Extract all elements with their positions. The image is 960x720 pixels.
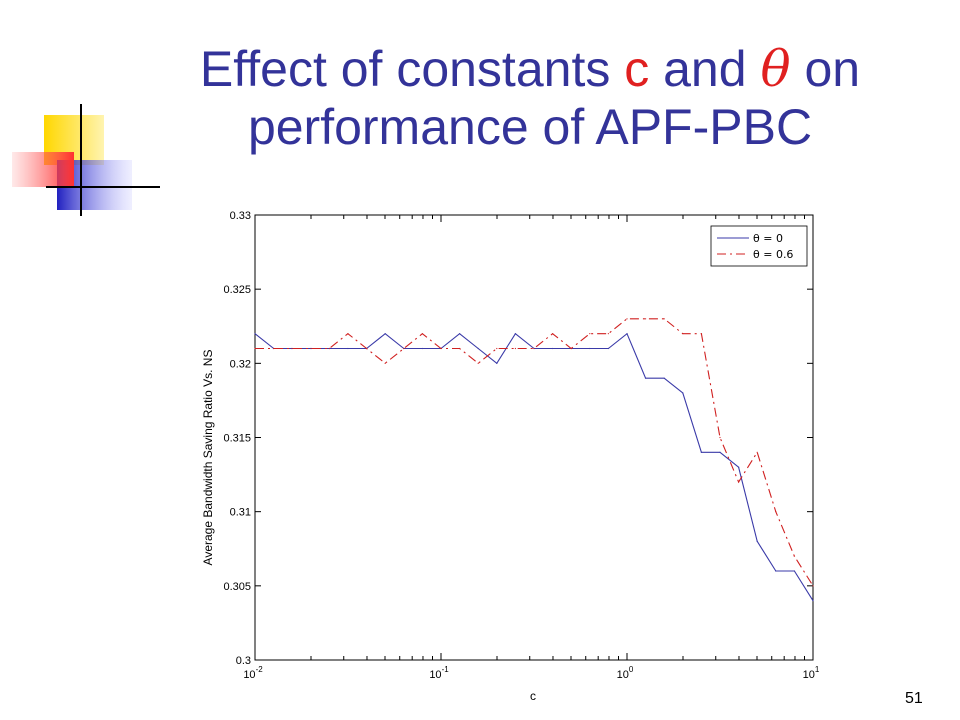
title-line2: performance of APF-PBC bbox=[247, 99, 813, 155]
data-point-s1 bbox=[347, 333, 349, 335]
data-point-s0 bbox=[719, 451, 721, 453]
data-point-s1 bbox=[459, 347, 461, 350]
data-point-s0 bbox=[738, 466, 740, 468]
legend-label-1: θ = 0.6 bbox=[753, 248, 793, 261]
data-point-s0 bbox=[756, 540, 758, 542]
data-point-s1 bbox=[607, 333, 609, 335]
data-point-s1 bbox=[719, 436, 721, 439]
slide-title: Effect of constants c and θ on performan… bbox=[120, 40, 940, 156]
y-axis-label: Average Bandwidth Saving Ratio Vs. NS bbox=[201, 350, 215, 566]
x-tick-label: 10-1 bbox=[429, 665, 449, 681]
data-point-s1 bbox=[291, 347, 293, 350]
data-point-s0 bbox=[589, 347, 591, 350]
data-point-s0 bbox=[626, 333, 628, 335]
x-axis-label: c bbox=[530, 689, 536, 703]
y-tick-label: 0.31 bbox=[230, 507, 251, 519]
data-point-s0 bbox=[514, 333, 517, 335]
y-tick-label: 0.3 bbox=[236, 655, 251, 667]
data-point-s1 bbox=[403, 347, 405, 350]
data-point-s1 bbox=[365, 347, 368, 350]
data-point-s1 bbox=[440, 347, 442, 350]
data-point-s1 bbox=[310, 347, 312, 350]
data-point-s0 bbox=[496, 362, 498, 364]
data-point-s0 bbox=[607, 347, 609, 350]
data-point-s1 bbox=[812, 585, 814, 587]
plot-frame bbox=[254, 214, 814, 661]
data-point-s1 bbox=[793, 555, 796, 557]
data-point-s1 bbox=[700, 333, 703, 335]
data-point-s1 bbox=[254, 347, 256, 350]
data-point-s1 bbox=[570, 347, 572, 350]
data-point-s0 bbox=[700, 451, 703, 453]
data-point-s1 bbox=[384, 362, 386, 364]
title-text-b: and bbox=[649, 41, 761, 97]
data-point-s1 bbox=[644, 318, 647, 320]
data-point-s1 bbox=[273, 347, 275, 350]
page-number: 51 bbox=[905, 690, 923, 707]
data-point-s1 bbox=[514, 347, 517, 350]
data-point-s1 bbox=[533, 347, 535, 350]
legend-label-0: θ = 0 bbox=[753, 232, 783, 245]
data-point-s1 bbox=[663, 318, 665, 320]
data-point-s0 bbox=[477, 347, 479, 350]
data-point-s1 bbox=[775, 511, 777, 513]
data-point-s0 bbox=[793, 570, 796, 572]
data-point-s1 bbox=[756, 451, 758, 453]
y-tick-label: 0.33 bbox=[230, 210, 251, 222]
data-point-s1 bbox=[738, 481, 740, 483]
data-point-s1 bbox=[589, 333, 591, 335]
data-point-s0 bbox=[551, 347, 554, 350]
x-tick-label: 100 bbox=[617, 665, 634, 681]
data-point-s0 bbox=[812, 600, 814, 602]
data-point-s1 bbox=[477, 362, 479, 364]
y-tick-label: 0.315 bbox=[223, 433, 251, 445]
data-point-s0 bbox=[663, 377, 665, 379]
data-point-s0 bbox=[421, 347, 423, 350]
y-tick-label: 0.305 bbox=[223, 581, 251, 593]
data-point-s0 bbox=[384, 333, 386, 335]
title-text-a: Effect of constants bbox=[199, 41, 625, 97]
slide-decoration bbox=[12, 104, 160, 216]
data-point-s0 bbox=[459, 333, 461, 335]
data-point-s1 bbox=[682, 333, 684, 335]
data-point-s1 bbox=[551, 333, 554, 335]
y-tick-label: 0.32 bbox=[230, 358, 251, 370]
data-point-s0 bbox=[644, 377, 647, 379]
data-point-s0 bbox=[682, 392, 684, 394]
legend-box bbox=[710, 225, 808, 267]
title-theta: θ bbox=[760, 40, 791, 98]
data-point-s1 bbox=[626, 318, 628, 320]
data-point-s0 bbox=[254, 333, 256, 335]
data-point-s1 bbox=[421, 333, 423, 335]
deco-red-square bbox=[12, 152, 74, 187]
title-text-c: on bbox=[790, 41, 861, 97]
x-tick-label: 101 bbox=[803, 665, 820, 681]
data-point-s0 bbox=[775, 570, 777, 572]
data-point-s1 bbox=[496, 347, 498, 350]
data-point-s1 bbox=[328, 347, 330, 350]
y-tick-label: 0.325 bbox=[223, 284, 251, 296]
x-tick-label: 10-2 bbox=[243, 665, 263, 681]
title-c: c bbox=[624, 41, 650, 97]
data-point-s0 bbox=[347, 347, 349, 350]
